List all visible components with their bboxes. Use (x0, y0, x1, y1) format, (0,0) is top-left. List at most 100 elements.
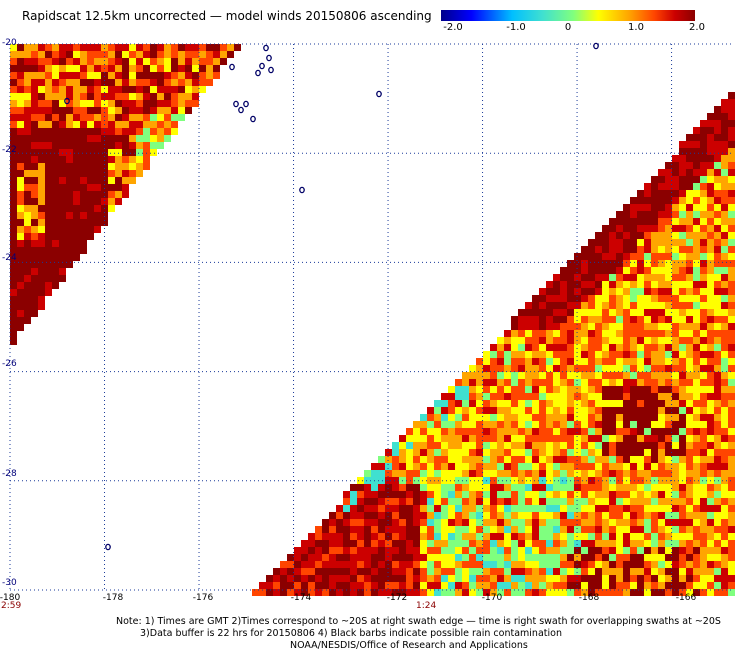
wind-cell (679, 246, 686, 253)
wind-cell (588, 400, 595, 407)
wind-cell (665, 526, 672, 533)
wind-cell (171, 100, 178, 107)
wind-cell (511, 330, 518, 337)
wind-cell (714, 519, 721, 526)
wind-cell (546, 498, 553, 505)
wind-cell (686, 330, 693, 337)
wind-cell (721, 456, 728, 463)
wind-cell (45, 149, 52, 156)
wind-cell (357, 505, 364, 512)
wind-cell (539, 400, 546, 407)
wind-cell (80, 226, 87, 233)
wind-cell (595, 372, 602, 379)
wind-cell (623, 260, 630, 267)
wind-cell (539, 491, 546, 498)
wind-cell (476, 407, 483, 414)
wind-cell (665, 414, 672, 421)
wind-cell (630, 575, 637, 582)
wind-cell (588, 393, 595, 400)
wind-cell (686, 225, 693, 232)
wind-cell (609, 337, 616, 344)
wind-cell (637, 400, 644, 407)
wind-cell (623, 491, 630, 498)
wind-cell (637, 540, 644, 547)
wind-cell (532, 316, 539, 323)
wind-cell (108, 191, 115, 198)
wind-cell (651, 491, 658, 498)
wind-cell (497, 421, 504, 428)
wind-cell (553, 323, 560, 330)
wind-cell (164, 100, 171, 107)
wind-cell (59, 121, 66, 128)
wind-cell (469, 456, 476, 463)
wind-cell (637, 386, 644, 393)
wind-cell (665, 246, 672, 253)
wind-cell (700, 456, 707, 463)
wind-cell (525, 379, 532, 386)
wind-cell (560, 582, 567, 589)
wind-cell (129, 149, 136, 156)
wind-cell (679, 232, 686, 239)
wind-cell (609, 484, 616, 491)
lat-label: -22 (2, 145, 17, 155)
wind-cell (714, 470, 721, 477)
wind-cell (115, 72, 122, 79)
wind-cell (434, 435, 441, 442)
wind-cell (588, 575, 595, 582)
wind-cell (658, 169, 665, 176)
wind-cell (52, 135, 59, 142)
wind-cell (364, 533, 371, 540)
wind-cell (665, 477, 672, 484)
colorbar-tick-label: 0 (564, 22, 572, 33)
wind-cell (87, 233, 94, 240)
wind-cell (448, 505, 455, 512)
wind-cell (441, 449, 448, 456)
wind-cell (693, 295, 700, 302)
wind-cell (357, 547, 364, 554)
land-outlines (64, 42, 599, 551)
wind-cell (602, 393, 609, 400)
wind-cell (581, 582, 588, 589)
wind-cell (532, 505, 539, 512)
wind-cell (427, 456, 434, 463)
wind-cell (546, 295, 553, 302)
wind-cell (700, 295, 707, 302)
wind-cell (602, 484, 609, 491)
wind-cell (45, 107, 52, 114)
wind-cell (651, 281, 658, 288)
wind-cell (59, 226, 66, 233)
wind-cell (518, 435, 525, 442)
wind-cell (679, 428, 686, 435)
wind-cell (171, 86, 178, 93)
wind-cell (651, 372, 658, 379)
wind-cell (483, 498, 490, 505)
wind-cell (532, 519, 539, 526)
wind-cell (31, 177, 38, 184)
wind-cell (686, 372, 693, 379)
wind-cell (686, 547, 693, 554)
wind-cell (609, 288, 616, 295)
wind-cell (644, 323, 651, 330)
wind-cell (17, 142, 24, 149)
wind-cell (728, 568, 735, 575)
wind-cell (616, 288, 623, 295)
wind-cell (434, 470, 441, 477)
wind-cell (483, 470, 490, 477)
wind-cell (707, 211, 714, 218)
wind-cell (122, 128, 129, 135)
wind-cell (623, 449, 630, 456)
wind-cell (609, 225, 616, 232)
wind-cell (658, 302, 665, 309)
wind-cell (539, 561, 546, 568)
wind-cell (616, 428, 623, 435)
wind-cell (31, 72, 38, 79)
wind-cell (150, 44, 157, 51)
wind-cell (721, 386, 728, 393)
wind-cell (31, 142, 38, 149)
wind-cell (392, 547, 399, 554)
wind-cell (623, 351, 630, 358)
wind-cell (714, 155, 721, 162)
wind-cell (616, 295, 623, 302)
wind-cell (518, 554, 525, 561)
wind-cell (462, 505, 469, 512)
